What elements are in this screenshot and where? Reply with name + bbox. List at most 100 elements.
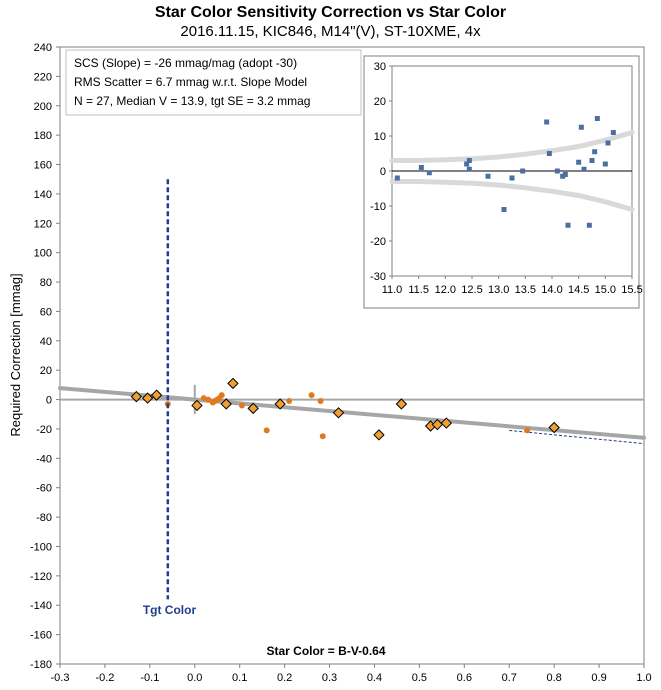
y-tick-label: -180: [30, 659, 52, 671]
info-line-3: N = 27, Median V = 13.9, tgt SE = 3.2 mm…: [74, 94, 310, 108]
target-color-label: Tgt Color: [143, 603, 197, 617]
y-tick-label: 160: [34, 160, 52, 172]
inset-point: [554, 168, 560, 174]
inset-point: [466, 166, 472, 172]
y-tick-label: 100: [34, 248, 52, 260]
inset-x-tick-label: 12.5: [461, 284, 482, 296]
diamond-point: [548, 421, 560, 434]
dot-point: [263, 427, 270, 434]
inset-point: [546, 151, 552, 156]
inset-x-tick-label: 13.0: [488, 284, 509, 296]
y-tick-label: 80: [40, 277, 52, 289]
inset-point: [544, 119, 550, 125]
y-tick-label: 120: [34, 218, 52, 230]
inset-point: [594, 116, 600, 121]
dot-point: [286, 398, 293, 405]
inset-point: [562, 172, 568, 177]
inset-y-tick-label: -30: [370, 271, 386, 283]
inset-x-tick-label: 11.5: [408, 284, 429, 296]
inset-point: [485, 173, 491, 179]
inset-point: [610, 130, 616, 135]
dot-point: [238, 402, 245, 409]
inset-point: [576, 159, 582, 165]
inset-x-tick-label: 15.5: [621, 284, 642, 296]
info-line-1: SCS (Slope) = -26 mmag/mag (adopt -30): [74, 56, 297, 70]
inset-point: [418, 165, 424, 170]
x-tick-label: 0.4: [367, 672, 382, 684]
inset-upper-envelope: [389, 130, 635, 163]
x-tick-label: 0.6: [457, 672, 472, 684]
y-tick-label: -100: [30, 541, 52, 553]
diamond-point: [395, 398, 408, 410]
inset-y-tick-label: -20: [370, 236, 386, 248]
y-tick-label: 220: [34, 71, 52, 83]
inset-x-tick-label: 14.5: [568, 284, 589, 296]
dot-point: [524, 427, 531, 434]
diamond-point: [274, 398, 286, 410]
inset-point: [605, 140, 611, 146]
inset-y-tick-label: -10: [370, 201, 386, 213]
x-tick-label: 0.1: [232, 672, 247, 684]
dot-point: [319, 433, 326, 440]
x-tick-label: 0.5: [412, 672, 427, 684]
diamond-point: [150, 389, 163, 401]
y-tick-label: 240: [34, 42, 52, 54]
y-tick-label: 0: [46, 395, 52, 407]
inset-point: [602, 161, 608, 167]
x-tick-label: -0.1: [140, 672, 159, 684]
diamond-point: [332, 407, 345, 419]
x-tick-label: 0.9: [591, 672, 606, 684]
y-tick-label: -120: [30, 571, 52, 583]
inset-point: [394, 175, 400, 181]
inset-point: [501, 207, 507, 212]
inset-x-tick-label: 11.0: [382, 284, 403, 296]
inset-x-tick-label: 14.0: [541, 284, 562, 296]
y-axis-label: Required Correction [mmag]: [8, 273, 23, 436]
y-tick-label: -80: [36, 512, 52, 524]
inset-point: [565, 222, 571, 228]
inset-point: [426, 170, 432, 176]
inset-y-tick-label: 20: [374, 96, 386, 108]
chart-subtitle: 2016.11.15, KIC846, M14"(V), ST-10XME, 4…: [180, 23, 481, 40]
diamond-point: [191, 399, 203, 412]
dot-point: [218, 392, 225, 399]
diamond-point: [130, 390, 143, 403]
dot-point: [205, 396, 212, 403]
inset-point: [581, 166, 587, 172]
adopted-slope-line: [509, 429, 645, 445]
inset-point: [520, 168, 526, 174]
diamond-point: [227, 377, 239, 390]
diamond-point: [247, 402, 259, 415]
y-tick-label: -20: [36, 424, 52, 436]
x-tick-label: 0.7: [502, 672, 517, 684]
inset-point: [560, 173, 566, 179]
diamond-point: [373, 429, 385, 441]
diamond-point: [440, 417, 453, 429]
inset-y-tick-label: 10: [374, 131, 386, 143]
inset-lower-envelope: [389, 179, 635, 212]
x-tick-label: 0.2: [277, 672, 292, 684]
inset-x-tick-label: 15.0: [595, 284, 616, 296]
inset-point: [592, 149, 598, 155]
inset-y-tick-label: 30: [374, 61, 386, 73]
inset-point: [509, 175, 515, 181]
x-tick-label: -0.2: [95, 672, 114, 684]
info-box: [65, 49, 362, 116]
inset-point: [589, 158, 595, 163]
y-tick-label: 180: [34, 130, 52, 142]
x-tick-label: 0.0: [187, 672, 202, 684]
inset-point: [464, 161, 470, 167]
y-tick-label: 200: [34, 101, 52, 113]
y-tick-label: 20: [40, 365, 52, 377]
x-tick-label: -0.3: [51, 672, 70, 684]
inset-x-tick-label: 13.5: [515, 284, 536, 296]
diamond-point: [141, 392, 154, 404]
y-tick-label: 60: [40, 306, 52, 318]
x-tick-label: 1.0: [636, 672, 651, 684]
inset-x-tick-label: 12.0: [435, 284, 456, 296]
diamond-point: [431, 418, 444, 431]
dot-point: [308, 392, 315, 399]
y-tick-label: -60: [36, 483, 52, 495]
x-axis-label: Star Color = B-V-0.64: [266, 644, 385, 658]
